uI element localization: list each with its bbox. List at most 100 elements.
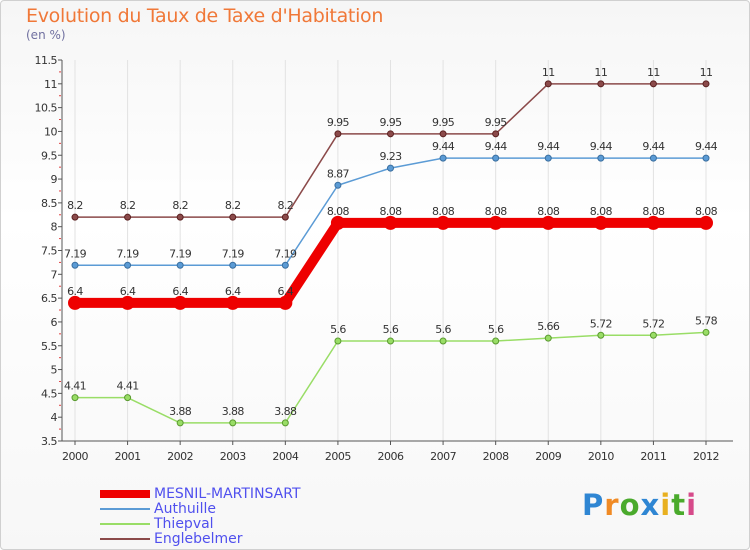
data-label: 9.95 <box>485 116 508 129</box>
data-point <box>439 130 447 138</box>
data-label: 6.4 <box>277 285 293 298</box>
legend-label: Englebelmer <box>154 531 243 547</box>
data-point <box>176 213 184 221</box>
data-label: 4.41 <box>117 380 139 393</box>
x-tick-label: 2010 <box>588 450 614 463</box>
data-label: 6.4 <box>225 285 241 298</box>
data-point <box>436 215 451 230</box>
data-point <box>68 295 82 310</box>
y-tick-label: 6 <box>51 316 58 329</box>
data-point <box>699 215 713 230</box>
data-point <box>649 80 657 88</box>
data-label: 9.95 <box>327 116 350 129</box>
data-point <box>439 337 447 345</box>
data-point <box>649 331 657 339</box>
data-point <box>225 295 240 310</box>
data-label: 8.2 <box>172 199 188 212</box>
data-label: 4.41 <box>64 380 86 393</box>
data-point <box>124 213 132 221</box>
data-point <box>334 181 342 189</box>
y-tick-label: 7 <box>51 268 58 281</box>
legend-swatch <box>100 490 150 498</box>
data-point <box>702 154 710 162</box>
data-point <box>544 154 552 162</box>
data-point <box>387 130 394 138</box>
data-label: 9.95 <box>379 116 402 129</box>
data-point <box>541 215 556 230</box>
logo-letter: i <box>686 488 698 522</box>
data-label: 5.66 <box>537 320 560 333</box>
logo-letter: o <box>619 488 641 522</box>
x-tick-label: 2002 <box>167 450 193 463</box>
x-tick-label: 2012 <box>693 450 719 463</box>
data-label: 11 <box>647 66 660 79</box>
data-label: 8.08 <box>695 205 718 218</box>
logo-letter: P <box>582 488 605 522</box>
data-point <box>544 80 552 88</box>
y-tick-label: 8 <box>51 221 58 234</box>
data-point <box>492 154 500 162</box>
data-label: 8.08 <box>642 205 665 218</box>
data-label: 8.2 <box>277 199 293 212</box>
data-point <box>278 295 293 310</box>
data-label: 9.44 <box>432 140 455 153</box>
data-point <box>281 213 289 221</box>
data-point <box>439 154 447 162</box>
x-tick-label: 2003 <box>220 450 246 463</box>
y-tick-label: 10.5 <box>35 102 58 115</box>
data-point <box>597 154 605 162</box>
data-label: 8.2 <box>67 199 83 212</box>
data-point <box>124 394 132 402</box>
data-label: 5.6 <box>330 323 346 336</box>
proxiti-logo: Proxiti <box>582 488 697 522</box>
x-tick-label: 2000 <box>62 450 88 463</box>
data-label: 7.19 <box>169 247 192 260</box>
data-label: 9.44 <box>485 140 508 153</box>
y-tick-label: 6.5 <box>41 292 57 305</box>
data-point <box>281 419 289 427</box>
data-point <box>124 261 132 269</box>
data-label: 9.44 <box>590 140 613 153</box>
data-point <box>281 261 289 269</box>
y-tick-label: 5 <box>51 364 58 377</box>
data-label: 9.44 <box>642 140 665 153</box>
data-point <box>492 337 500 345</box>
data-label: 5.78 <box>695 314 718 327</box>
data-label: 3.88 <box>169 405 192 418</box>
data-label: 11 <box>700 66 713 79</box>
x-tick-label: 2009 <box>535 450 561 463</box>
data-point <box>649 154 657 162</box>
data-label: 11 <box>542 66 555 79</box>
data-label: 9.95 <box>432 116 455 129</box>
data-point <box>597 331 605 339</box>
legend-label: Thiepval <box>154 516 214 532</box>
x-tick-label: 2006 <box>378 450 404 463</box>
x-tick-label: 2011 <box>640 450 666 463</box>
logo-letter: t <box>671 488 687 522</box>
legend-label: Authuille <box>154 501 216 517</box>
data-point <box>387 164 394 172</box>
data-label: 8.08 <box>327 205 350 218</box>
data-label: 8.87 <box>327 167 350 180</box>
x-tick-label: 2001 <box>115 450 141 463</box>
chart-title: Evolution du Taux de Taxe d'Habitation <box>26 5 384 27</box>
data-point <box>593 215 608 230</box>
data-label: 8.2 <box>120 199 136 212</box>
data-label: 11 <box>594 66 607 79</box>
data-label: 8.08 <box>432 205 455 218</box>
data-point <box>330 215 345 230</box>
y-tick-label: 11.5 <box>35 54 58 67</box>
data-point <box>120 295 135 310</box>
y-tick-label: 8.5 <box>41 197 57 210</box>
data-label: 9.44 <box>695 140 718 153</box>
data-point <box>176 419 184 427</box>
data-label: 7.19 <box>274 247 297 260</box>
y-tick-label: 11 <box>44 78 57 91</box>
data-label: 5.6 <box>488 323 504 336</box>
x-tick-label: 2005 <box>325 450 351 463</box>
data-point <box>488 215 503 230</box>
data-point <box>229 213 237 221</box>
data-label: 9.23 <box>379 150 402 163</box>
